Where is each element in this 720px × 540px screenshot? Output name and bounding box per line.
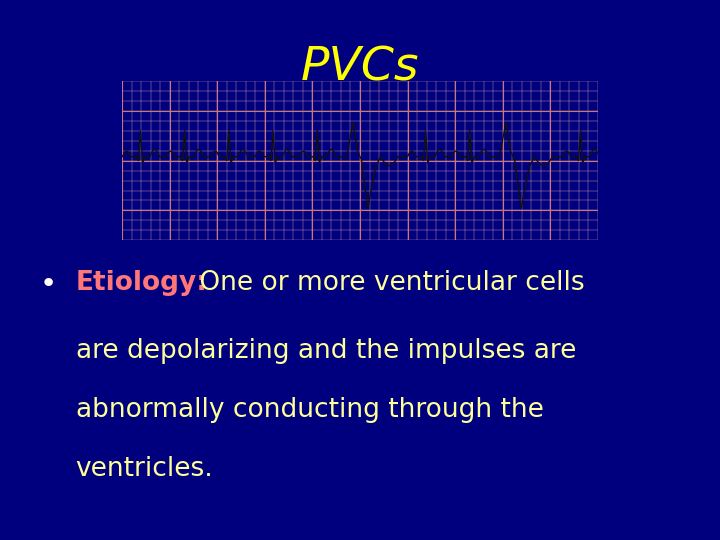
Text: are depolarizing and the impulses are: are depolarizing and the impulses are — [76, 338, 576, 363]
Text: abnormally conducting through the: abnormally conducting through the — [76, 397, 544, 423]
Text: ventricles.: ventricles. — [76, 456, 213, 482]
Text: One or more ventricular cells: One or more ventricular cells — [191, 270, 585, 296]
Text: Etiology:: Etiology: — [76, 270, 207, 296]
Text: PVCs: PVCs — [301, 46, 419, 91]
Text: •: • — [40, 270, 57, 298]
